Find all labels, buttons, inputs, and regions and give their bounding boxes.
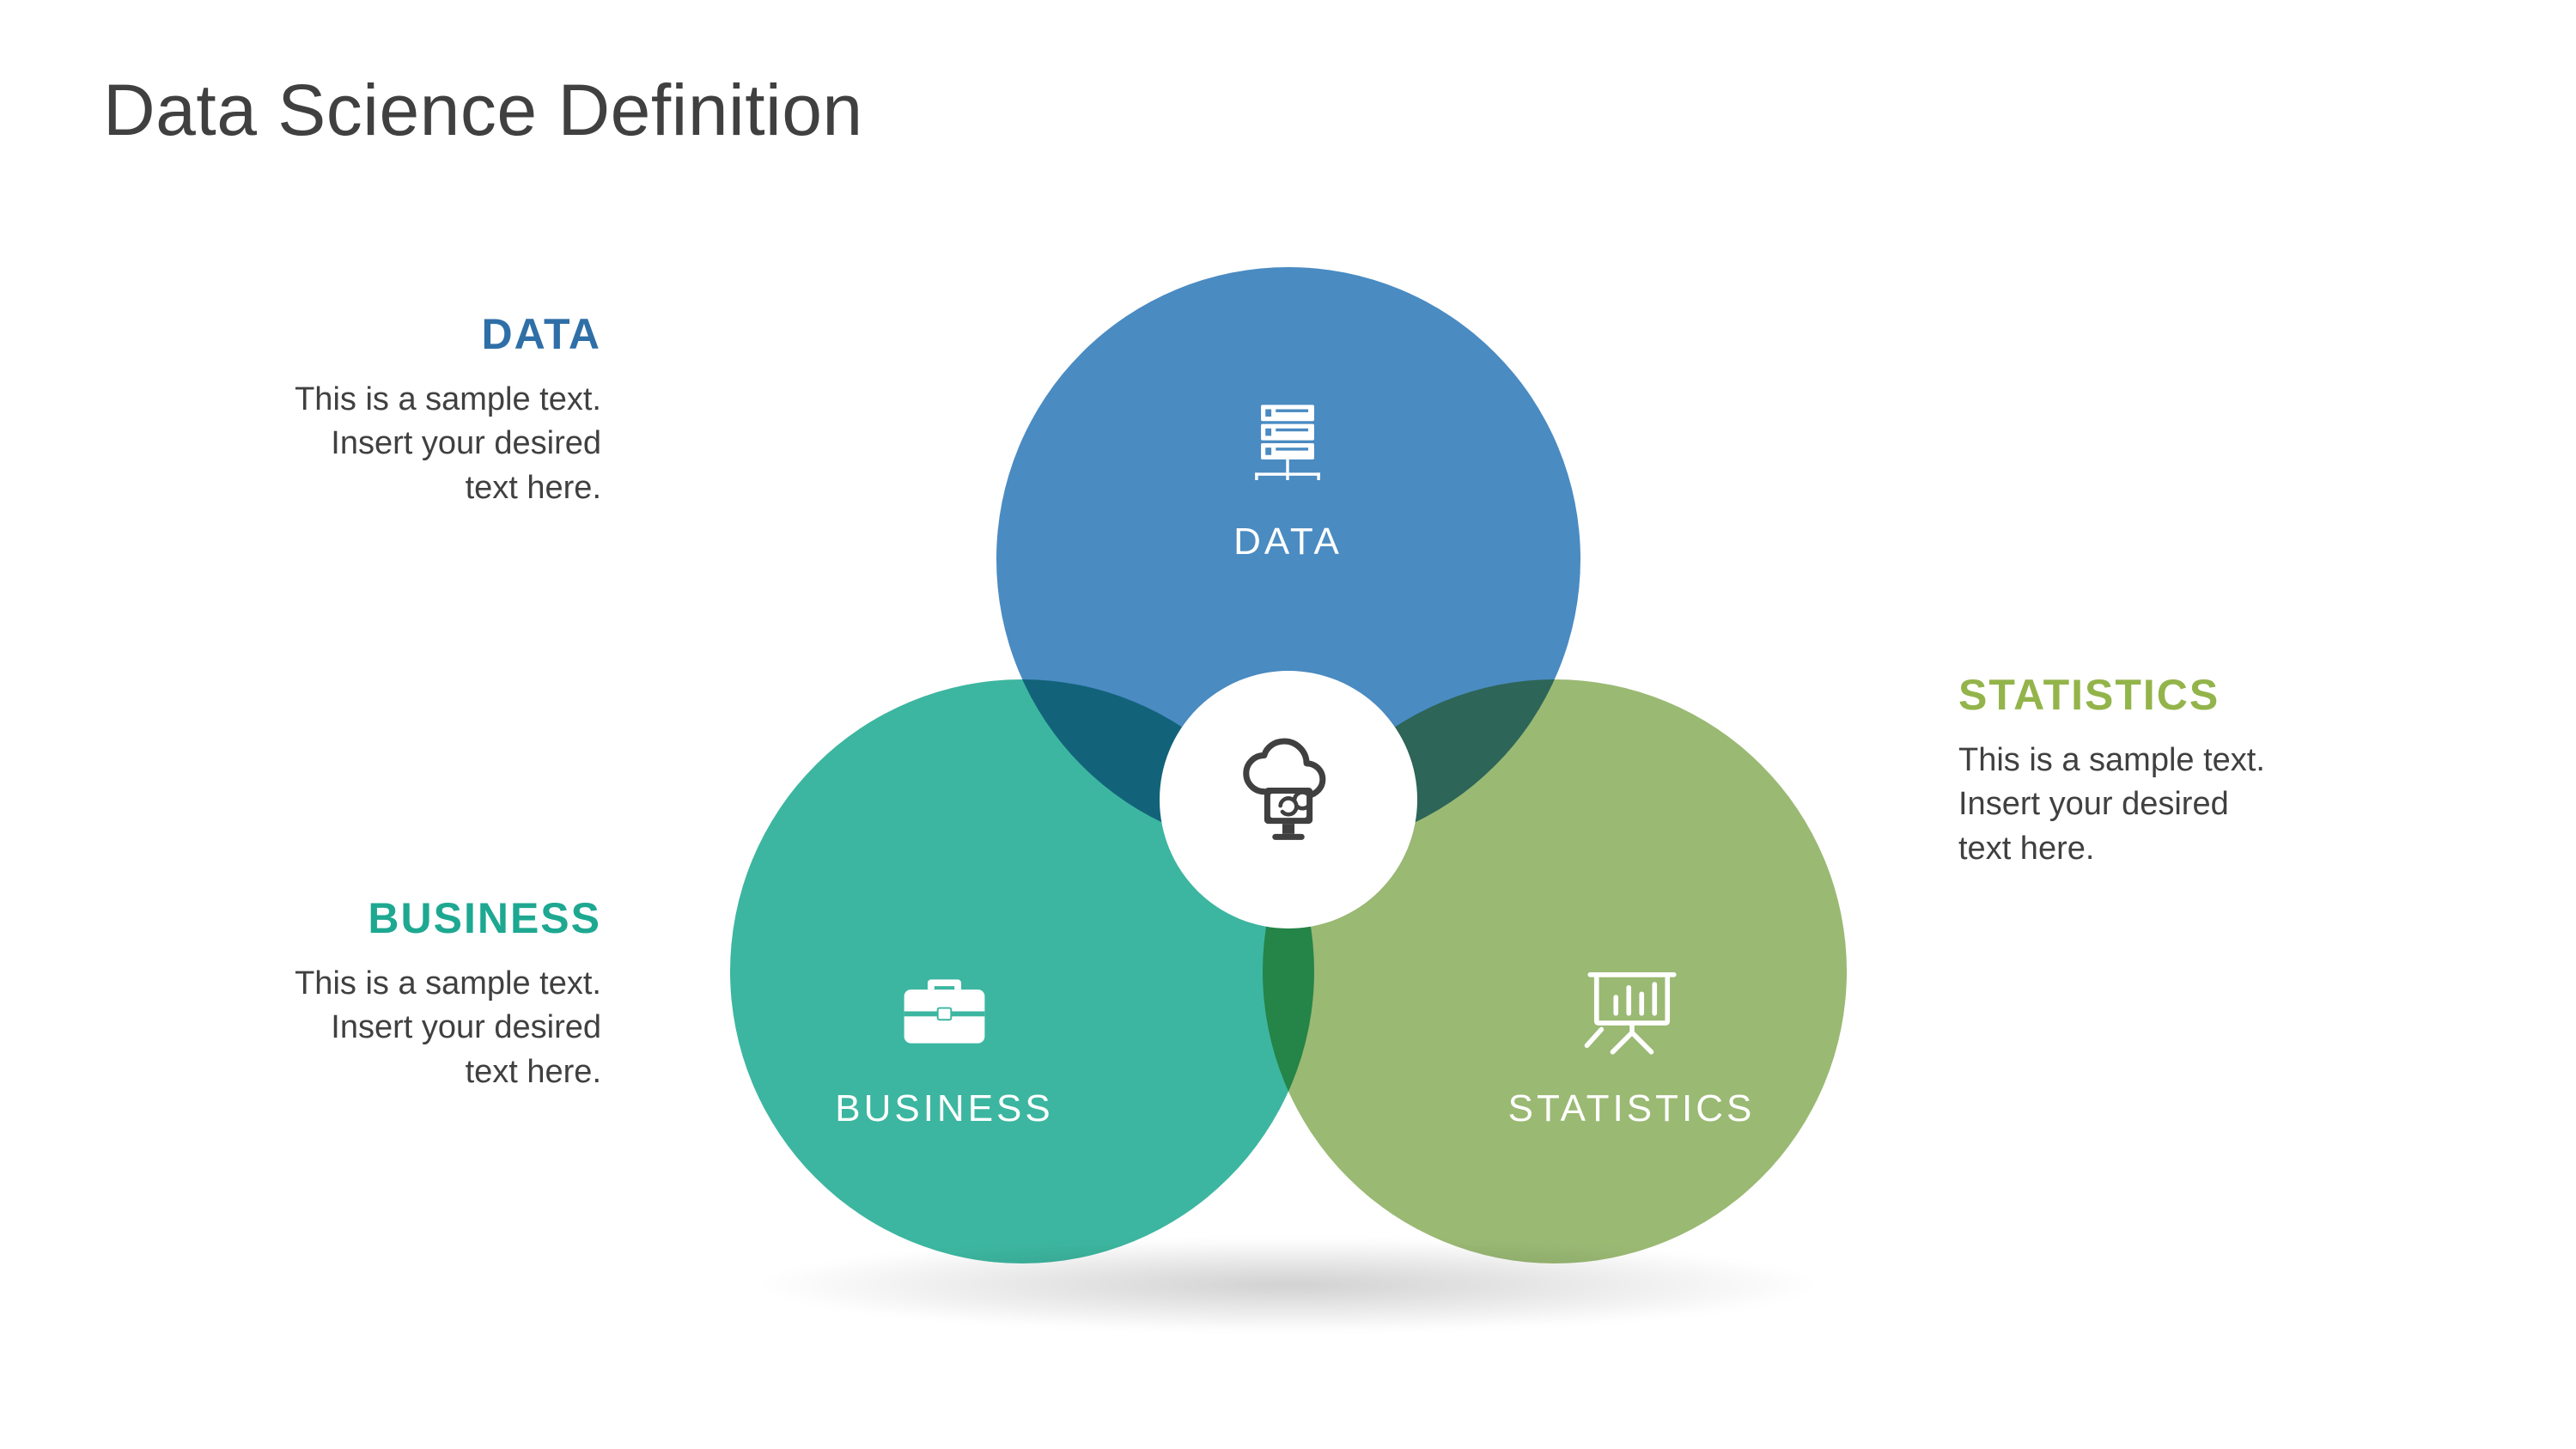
annotation-line: text here. (466, 1054, 601, 1090)
annotation-data-heading: DATA (223, 309, 601, 359)
annotation-line: text here. (1958, 831, 2094, 867)
annotation-business: BUSINESS This is a sample text. Insert y… (223, 893, 601, 1094)
venn-circle-statistics-label: STATISTICS (1508, 1087, 1756, 1130)
annotation-line: This is a sample text. (1958, 742, 2265, 778)
annotation-business-heading: BUSINESS (223, 893, 601, 943)
annotation-business-body: This is a sample text. Insert your desir… (223, 962, 601, 1094)
annotation-line: Insert your desired (1958, 786, 2229, 822)
venn-diagram: DATA BUSINESS (730, 267, 1847, 1298)
briefcase-icon (835, 950, 1054, 1070)
annotation-data-body: This is a sample text. Insert your desir… (223, 378, 601, 510)
annotation-statistics: STATISTICS This is a sample text. Insert… (1958, 670, 2336, 871)
slide: Data Science Definition DATA This is a s… (0, 0, 2576, 1449)
presentation-chart-icon (1508, 950, 1756, 1070)
server-rack-icon (1233, 383, 1343, 503)
venn-circle-data-label: DATA (1233, 521, 1343, 563)
annotation-line: Insert your desired (331, 1009, 601, 1045)
annotation-statistics-heading: STATISTICS (1958, 670, 2336, 720)
annotation-line: text here. (466, 470, 601, 506)
annotation-data: DATA This is a sample text. Insert your … (223, 309, 601, 510)
annotation-statistics-body: This is a sample text. Insert your desir… (1958, 739, 2336, 871)
cloud-monitor-sync-icon (1224, 735, 1353, 864)
annotation-line: Insert your desired (331, 425, 601, 461)
venn-center-disc (1160, 671, 1417, 928)
annotation-line: This is a sample text. (295, 381, 601, 417)
page-title: Data Science Definition (103, 69, 863, 152)
annotation-line: This is a sample text. (295, 965, 601, 1002)
venn-circle-business-label: BUSINESS (835, 1087, 1054, 1130)
venn-shadow (752, 1238, 1825, 1332)
